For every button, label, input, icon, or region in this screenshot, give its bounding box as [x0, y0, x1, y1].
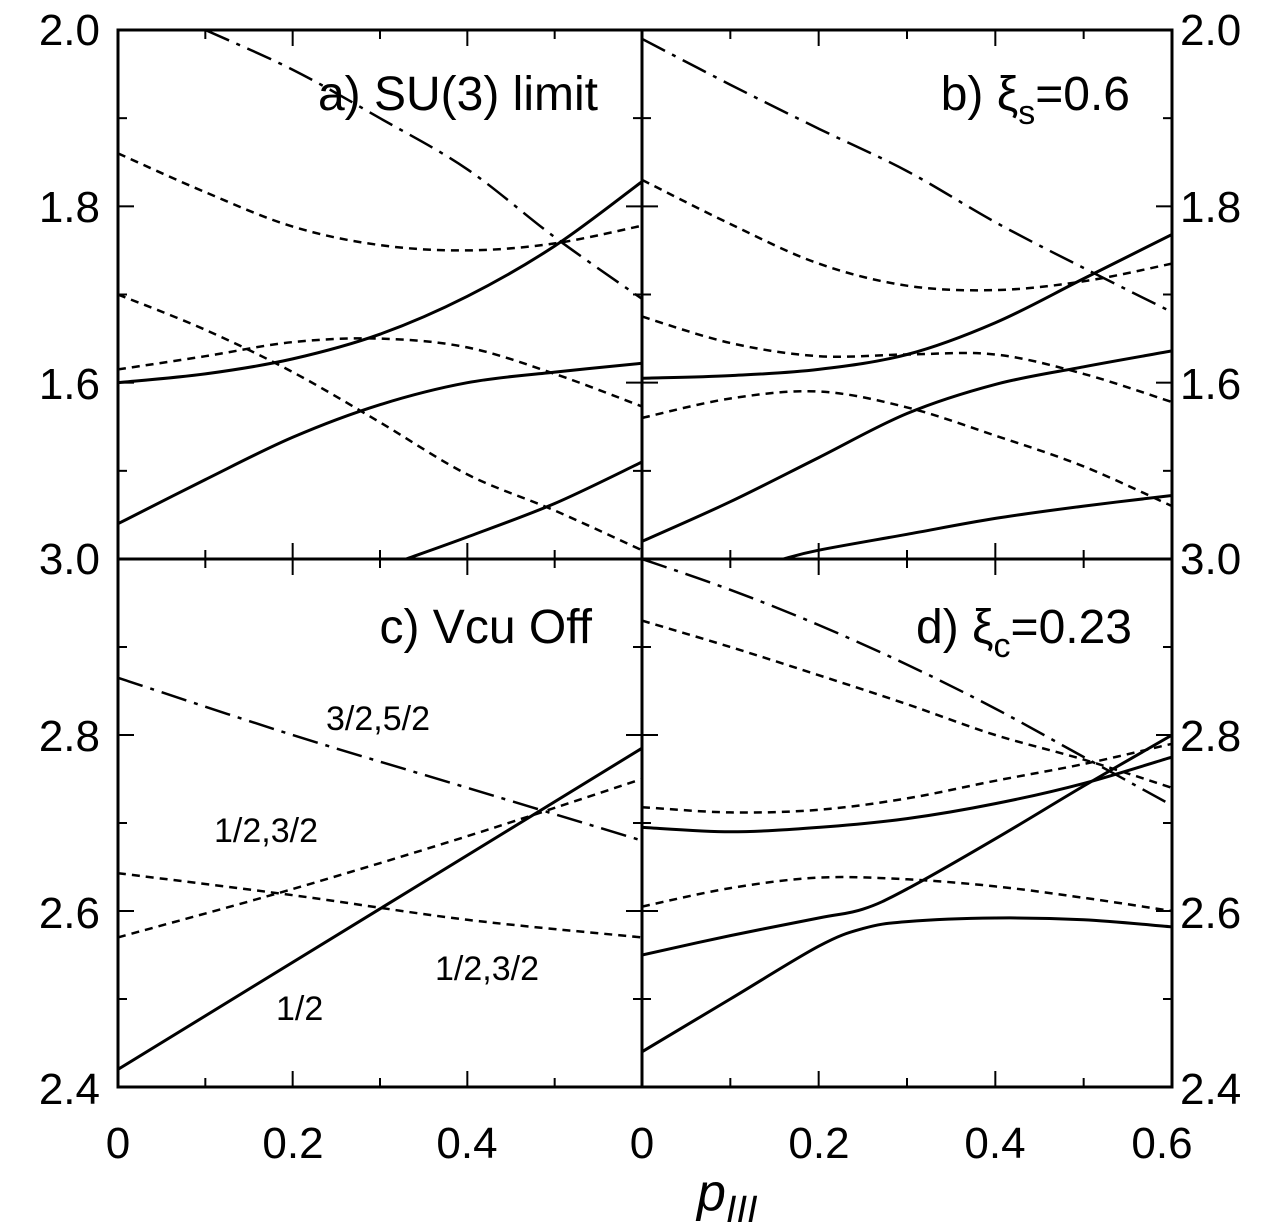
y-tick-label-left: 2.6: [39, 889, 100, 938]
y-tick-label-right: 2.6: [1180, 889, 1241, 938]
y-tick-label-left: 1.6: [39, 360, 100, 409]
panel-d-title-sub: c: [994, 627, 1011, 665]
panel-b-dotted-curve-5: [642, 315, 1172, 404]
panel-a-dotted-curve-4: [118, 152, 642, 252]
panels-group: [118, 30, 1172, 1071]
x-tick-label: 0.4: [964, 1119, 1025, 1168]
annotation-1-2-3-2-lower: 1/2,3/2: [435, 950, 539, 988]
x-tick-label: 0.6: [1131, 1119, 1192, 1168]
panel-d-frame: [640, 557, 1174, 1089]
annotation-1-2-3-2-upper: 1/2,3/2: [214, 812, 318, 850]
panel-c-solid-curve-1: [118, 746, 642, 1071]
y-tick-label-left: 2.0: [39, 6, 100, 55]
panel-d-dashdot-curve-7: [642, 559, 1172, 807]
y-tick-label-right: 1.6: [1180, 360, 1241, 409]
panel-d-title-pre: d) ξ: [916, 601, 994, 654]
panel-a-solid-curve-1: [118, 180, 642, 385]
y-tick-label-left: 2.4: [39, 1065, 100, 1114]
panel-b-title-post: =0.6: [1035, 68, 1130, 121]
y-tick-label-left: 1.8: [39, 183, 100, 232]
panel-d-solid-curve-1: [642, 755, 1172, 834]
panel-a-dashdot-curve-7: [204, 30, 642, 300]
panel-c-curves: [118, 676, 642, 1071]
panel-b-dotted-curve-4: [642, 178, 1172, 292]
y-tick-label-right: 1.8: [1180, 183, 1241, 232]
x-axis-label-sub: III: [726, 1189, 758, 1231]
y-tick-label-left: 2.8: [39, 712, 100, 761]
x-axis-label-main: p: [695, 1164, 726, 1222]
panel-c-dotted-curve-2: [118, 777, 642, 939]
panel-a-title: a) SU(3) limit: [318, 68, 598, 121]
panel-d-solid-curve-2: [642, 733, 1172, 957]
x-tick-label: 0: [106, 1119, 130, 1168]
y-tick-label-right: 2.8: [1180, 712, 1241, 761]
panel-d-curves: [642, 559, 1172, 1054]
panel-d-title-post: =0.23: [1011, 601, 1132, 654]
panel-d-dotted-curve-6: [642, 619, 1172, 789]
x-tick-label: 0.2: [262, 1119, 323, 1168]
panel-a-dotted-curve-5: [118, 337, 642, 408]
panel-b-solid-curve-1: [642, 233, 1172, 380]
x-tick-label: 0: [630, 1119, 654, 1168]
annotation-1-2: 1/2: [276, 990, 323, 1028]
panel-c-title: c) Vcu Off: [379, 601, 592, 654]
panel-a-solid-curve-2: [118, 361, 642, 526]
x-axis-label: pIII: [695, 1164, 758, 1231]
panel-d-solid-curve-3: [642, 916, 1172, 1054]
x-tick-label: 0.2: [788, 1119, 849, 1168]
panel-c-dotted-curve-3: [118, 871, 642, 939]
x-tick-label: 0.4: [436, 1119, 497, 1168]
panel-b-solid-curve-3: [781, 494, 1172, 559]
panel-b-title-pre: b) ξ: [941, 68, 1019, 121]
panel-d-title: d) ξc=0.23: [916, 601, 1132, 665]
panel-a-solid-curve-3: [404, 460, 642, 559]
y-tick-label-right: 2.0: [1180, 6, 1241, 55]
panel-a-curves: [118, 30, 642, 559]
annotation-3-2-5-2: 3/2,5/2: [326, 700, 430, 738]
panel-b-title: b) ξs=0.6: [941, 68, 1130, 132]
y-tick-label-right: 3.0: [1180, 535, 1241, 584]
frames-group: [116, 28, 1174, 1089]
y-tick-label-left: 3.0: [39, 535, 100, 584]
panel-b-title-sub: s: [1018, 94, 1035, 132]
panel-d-dotted-curve-4: [642, 742, 1172, 814]
panel-b-dotted-curve-6: [642, 389, 1172, 508]
panel-b-solid-curve-2: [642, 349, 1172, 543]
y-tick-label-right: 2.4: [1180, 1065, 1241, 1114]
panel-b-dashdot-curve-7: [642, 37, 1172, 314]
panel-d-dotted-curve-5: [642, 875, 1172, 913]
panel-c-dashdot-curve-4: [118, 676, 642, 842]
